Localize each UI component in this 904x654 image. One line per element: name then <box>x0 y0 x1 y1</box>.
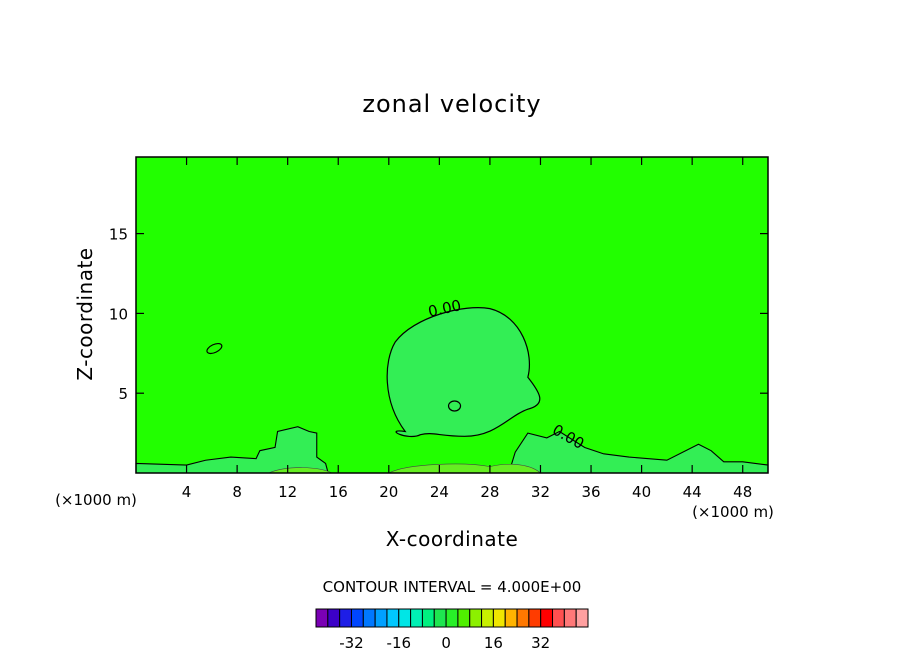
colorbar-swatch <box>469 608 483 628</box>
colorbar-swatch <box>362 608 376 628</box>
x-unit-label-right: (×1000 m) <box>692 503 774 521</box>
contour-interval-text: CONTOUR INTERVAL = 4.000E+00 <box>323 578 582 596</box>
colorbar-tick-label: -16 <box>387 634 412 652</box>
colorbar-swatch <box>339 608 352 628</box>
colorbar-swatch <box>563 608 577 628</box>
contour-region-lower-right <box>508 430 769 474</box>
colorbar-swatch <box>540 608 554 628</box>
colorbar-swatch <box>315 608 329 628</box>
x-tick-label: 28 <box>480 483 499 501</box>
colorbar-swatch <box>327 608 341 628</box>
colorbar-swatch <box>492 608 506 628</box>
colorbar-swatch <box>350 608 364 628</box>
colorbar-swatch <box>516 608 530 628</box>
chart-title: zonal velocity <box>362 90 541 118</box>
x-tick-label: 44 <box>683 483 702 501</box>
colorbar-swatch <box>410 608 423 628</box>
contour-ring-inner <box>447 400 462 412</box>
x-tick-label: 8 <box>232 483 242 501</box>
y-tick-label: 5 <box>118 385 128 403</box>
colorbar-tick-label: -32 <box>339 634 364 652</box>
colorbar: -32 -16 0 16 32 <box>315 608 589 652</box>
colorbar-tick-label: 0 <box>441 634 451 652</box>
colorbar-swatch <box>481 608 494 628</box>
colorbar-swatch <box>528 608 542 628</box>
x-tick-label: 40 <box>632 483 651 501</box>
colorbar-swatch <box>398 608 412 628</box>
x-unit-label-left: (×1000 m) <box>55 491 137 509</box>
colorbar-swatch <box>433 608 447 628</box>
colorbar-swatch <box>386 608 400 628</box>
x-tick-label: 36 <box>581 483 600 501</box>
colorbar-swatch <box>374 608 388 628</box>
x-tick-label: 16 <box>329 483 348 501</box>
x-axis-title: X-coordinate <box>386 527 519 551</box>
y-tick-label: 10 <box>109 305 128 323</box>
x-tick-label: 24 <box>430 483 449 501</box>
x-tick-label: 12 <box>278 483 297 501</box>
x-tick-label: 48 <box>733 483 752 501</box>
colorbar-swatch <box>457 608 471 628</box>
colorbar-swatch <box>552 608 565 628</box>
colorbar-swatch <box>575 608 589 628</box>
colorbar-tick-label: 32 <box>531 634 550 652</box>
x-tick-label: 32 <box>531 483 550 501</box>
contour-ring-small <box>206 342 223 355</box>
y-tick-label: 15 <box>109 226 128 244</box>
colorbar-swatch <box>504 608 518 628</box>
contour-region-central <box>386 307 541 438</box>
colorbar-swatch <box>421 608 435 628</box>
colorbar-tick-label: 16 <box>484 634 503 652</box>
x-tick-label: 20 <box>379 483 398 501</box>
plot-frame <box>135 156 769 474</box>
contour-region-lower-left <box>135 426 329 474</box>
y-axis-title: Z-coordinate <box>73 247 97 380</box>
colorbar-swatch <box>445 608 459 628</box>
x-tick-label: 4 <box>182 483 192 501</box>
